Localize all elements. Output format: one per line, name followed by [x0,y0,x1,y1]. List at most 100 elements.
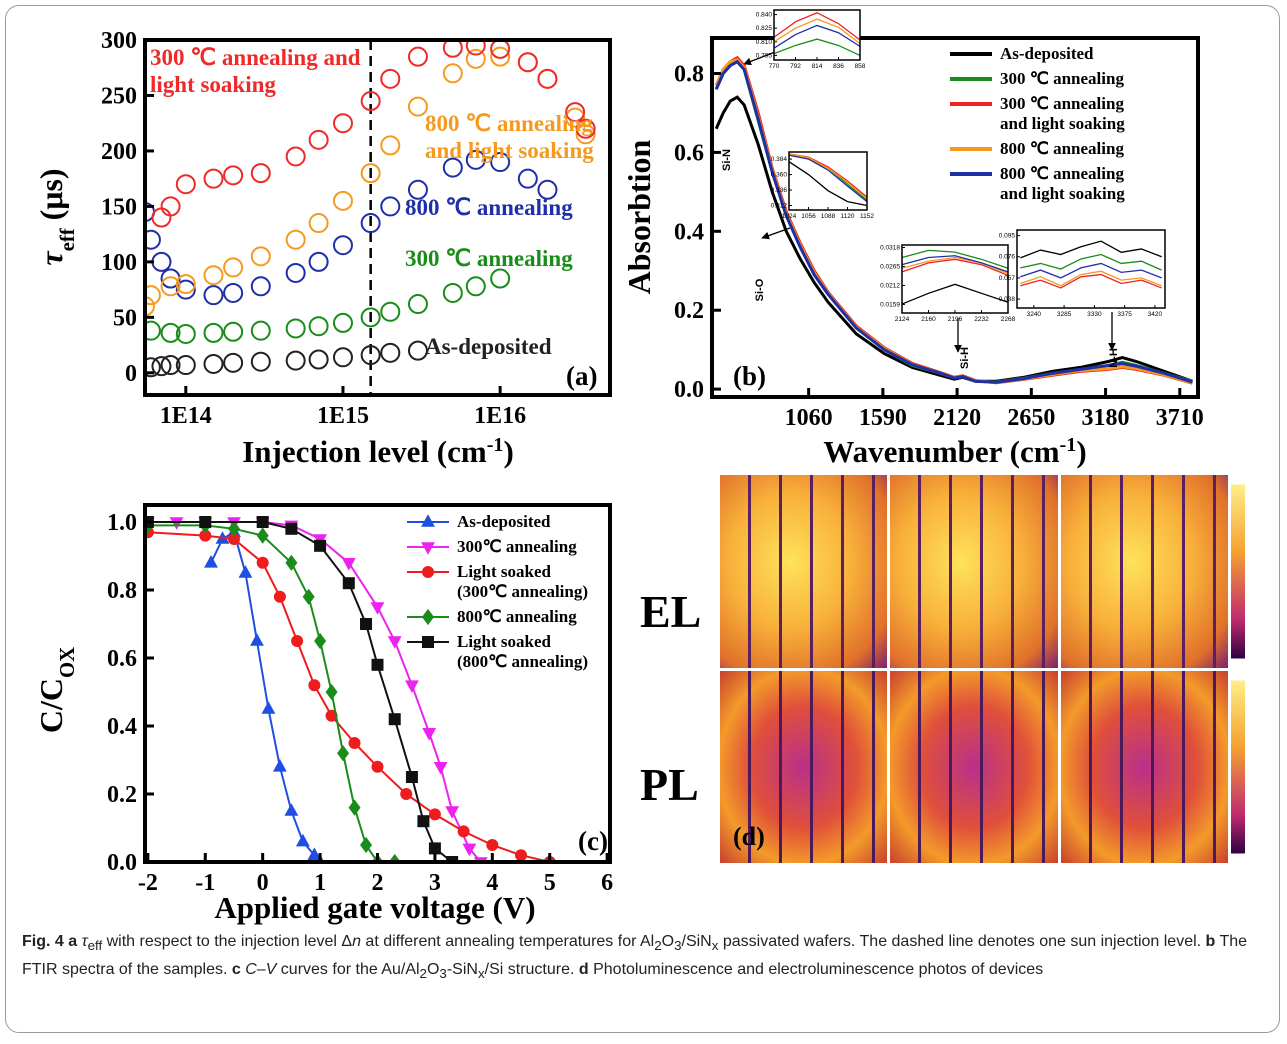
series-line [147,531,550,862]
inset-x-tick-label: 2160 [921,316,936,323]
legend-marker [422,566,434,578]
inset-x-tick-label: 814 [812,63,823,70]
series-line [773,24,861,49]
annotation: Si-O [754,278,766,301]
caption-part: -SiN [446,961,478,979]
x-tick-label: 1E16 [474,403,526,429]
caption: Fig. 4 a τeff with respect to the inject… [22,930,1267,986]
inset-y-tick-label: 0.810 [756,39,773,46]
data-point [160,355,181,376]
x-tick-label: 2 [372,870,384,896]
data-point [145,296,155,317]
data-point [151,251,172,272]
data-point [314,539,327,552]
inset-x-tick-label: 1024 [782,213,797,220]
inset-y-tick-label: 0.076 [999,254,1016,261]
data-point [325,683,338,701]
data-point [360,345,381,366]
data-point [342,577,355,590]
data-point [332,235,353,256]
data-point [238,565,253,578]
data-point [428,808,441,821]
inset-x-tick-label: 1088 [821,213,836,220]
series-label: 300 ℃ annealing [405,246,573,271]
series-line [1020,270,1162,287]
x-axis-title: Applied gate voltage (V) [214,890,535,925]
data-point [405,680,419,693]
data-point [314,632,327,650]
inset-y-tick-label: 0.057 [999,275,1016,282]
data-point [332,312,353,333]
inset-y-tick-label: 0.0212 [880,282,900,289]
data-point [307,847,322,860]
inset-x-tick-label: 770 [769,63,780,70]
label-part: -1 [1060,434,1077,456]
caption-part: /Si structure. [484,961,579,979]
x-tick-label: 1E15 [317,403,369,429]
data-point [302,588,315,605]
caption-part: eff [87,938,103,954]
data-point [407,179,428,200]
inset-y-tick-label: 0.840 [756,12,773,19]
data-point [490,40,511,59]
legend-swatch [950,102,992,106]
legend-item: 800 ℃ annealing and light soaking [948,164,1198,204]
y-axis-title: Absorbtion [621,139,657,294]
y-tick-label: 0.4 [674,219,704,245]
series-line [901,249,1009,269]
data-point [160,322,181,343]
data-point [227,533,240,545]
inset-x-tick-label: 3375 [1117,311,1132,318]
caption-part: x [477,966,485,982]
series-line [788,153,868,200]
inset-y-tick-label: 0.384 [771,156,788,163]
y-tick-label: 0.2 [107,782,137,808]
legend-item: As-deposited [405,512,615,532]
label-part: ) [503,434,513,469]
x-tick-label: 4 [486,870,498,896]
x-tick-label: 3710 [1156,405,1204,431]
data-point [380,301,401,322]
data-point [223,282,244,303]
data-point [223,257,244,278]
y-axis-title: C/COX [33,647,79,733]
chart-panel: 1E14 1E15 1E16 0 50 100 150 200 250 300 Injection … [33,28,612,469]
el-photo [890,475,1058,668]
inset-y-tick-label: 0.360 [771,172,788,179]
inset-y-tick-label: 0.312 [771,202,788,209]
data-point [151,356,172,377]
data-point [417,815,430,828]
series-label: 300 ℃ annealing and light soaking [150,45,361,97]
inset: 1024 1056 1088 1120 1152 0.312 0.336 0.360 0.384 [771,151,874,220]
data-point [227,520,240,537]
y-tick-label: 0.6 [107,646,137,672]
data-point [407,340,428,361]
data-point [250,163,271,184]
data-point [250,276,271,297]
caption-part: V [265,961,277,979]
inset-y-tick-label: 0.0318 [880,245,900,252]
inset-bg [1017,230,1165,308]
series-line [788,154,868,203]
data-point [575,124,596,145]
panel-label: (b) [733,361,766,391]
data-point [360,618,373,630]
inset-x-tick-label: 1120 [841,213,855,220]
data-point [203,353,224,374]
data-point [285,318,306,339]
inset-x-tick-label: 2196 [948,316,963,323]
caption-part: curves for the Au/Al [276,961,420,979]
series-line [773,18,861,45]
data-point [285,146,306,167]
data-point [204,555,218,568]
data-point [203,322,224,343]
data-point [175,323,196,344]
series-line [773,38,861,57]
x-tick-label: 3 [429,870,441,896]
data-point [223,165,244,186]
data-point [261,701,276,714]
data-point [537,179,558,200]
inset-bg [774,10,860,60]
x-tick-label: 1590 [859,405,907,431]
inset-y-tick-label: 0.0265 [880,263,900,270]
